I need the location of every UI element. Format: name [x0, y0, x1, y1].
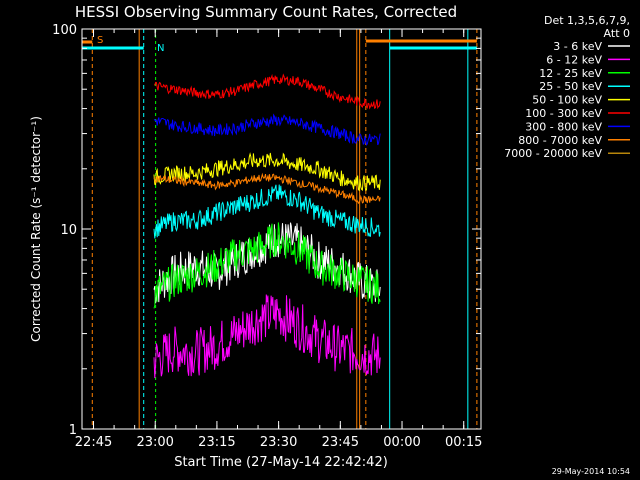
legend-label: 50 - 100 keV: [532, 94, 602, 107]
legend-label: 300 - 800 keV: [525, 120, 602, 133]
x-axis-label: Start Time (27-May-14 22:42:42): [174, 455, 388, 470]
legend-label: 3 - 6 keV: [553, 40, 602, 53]
series-line: [153, 113, 381, 146]
series-line: [153, 73, 381, 110]
y-tick-label: 100: [52, 23, 77, 38]
legend-header-line-1: Det 1,3,5,6,7,9,: [544, 14, 630, 27]
chart-title: HESSI Observing Summary Count Rates, Cor…: [75, 3, 457, 21]
legend-label: 6 - 12 keV: [546, 53, 602, 66]
legend-header-line-2: Att 0: [604, 27, 630, 40]
x-tick-label: 23:00: [136, 435, 173, 450]
x-tick-label: 00:15: [445, 435, 482, 450]
axis-ticks: 22:45 23:00 23:15 23:30 23:45 00:00 00:15 1 10 10…: [52, 23, 482, 450]
y-axis-label: Corrected Count Rate (s⁻¹ detector⁻¹): [29, 116, 43, 342]
plot-marks: SN: [82, 29, 478, 429]
series-line: [153, 222, 381, 309]
series-line: [153, 152, 381, 192]
series-line: [153, 184, 381, 239]
x-tick-label: 00:00: [383, 435, 420, 450]
y-tick-label: 1: [69, 423, 77, 438]
legend-label: 100 - 300 keV: [525, 107, 602, 120]
legend-label: 800 - 7000 keV: [518, 134, 602, 147]
legend-label: 25 - 50 keV: [539, 80, 602, 93]
legend-label: 7000 - 20000 keV: [504, 147, 602, 160]
x-tick-label: 23:30: [260, 435, 297, 450]
legend-label: 12 - 25 keV: [539, 67, 602, 80]
saa-annotation: S: [97, 35, 103, 46]
series-line: [153, 294, 381, 379]
x-tick-label: 23:45: [322, 435, 359, 450]
footer-timestamp: 29-May-2014 10:54: [552, 467, 630, 476]
x-tick-label: 22:45: [75, 435, 112, 450]
night-annotation: N: [157, 43, 164, 54]
series-line: [153, 172, 381, 205]
plot-frame: [81, 28, 482, 430]
x-tick-label: 23:15: [198, 435, 235, 450]
y-tick-label: 10: [60, 223, 77, 238]
